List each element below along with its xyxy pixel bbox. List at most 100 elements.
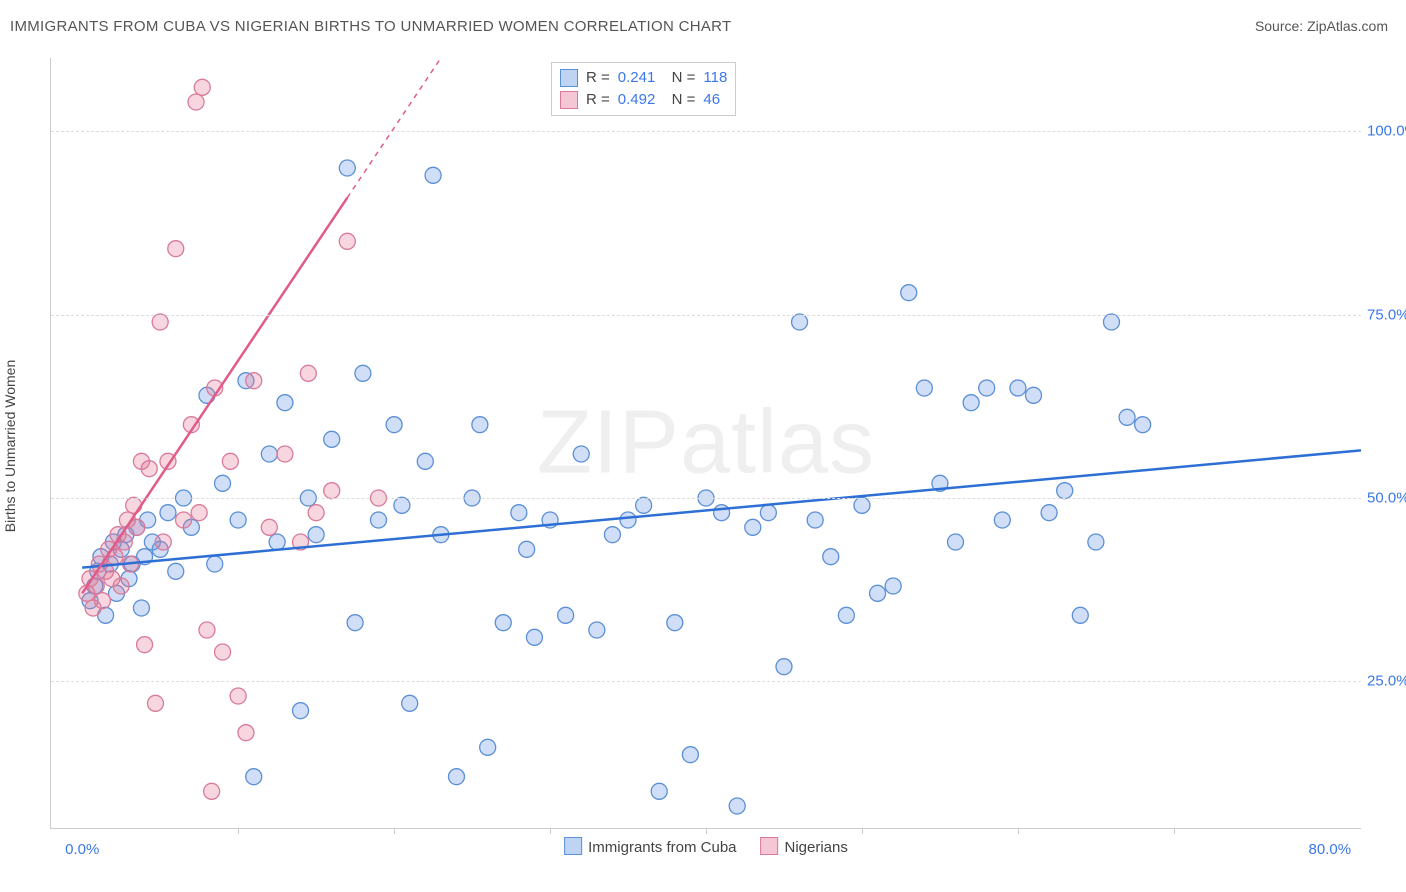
scatter-plot-svg [51, 58, 1361, 828]
legend-swatch-cuba [560, 69, 578, 87]
source-label: Source: [1255, 18, 1307, 34]
legend-r-label: R = [586, 89, 610, 111]
scatter-point [230, 688, 246, 704]
scatter-point [620, 512, 636, 528]
scatter-point [885, 578, 901, 594]
scatter-point [495, 615, 511, 631]
scatter-point [558, 607, 574, 623]
scatter-point [215, 475, 231, 491]
scatter-point [807, 512, 823, 528]
correlation-legend: R = 0.241 N = 118 R = 0.492 N = 46 [551, 62, 736, 116]
y-tick-label: 25.0% [1367, 673, 1406, 690]
chart-title: IMMIGRANTS FROM CUBA VS NIGERIAN BIRTHS … [10, 18, 731, 35]
scatter-point [838, 607, 854, 623]
scatter-point [94, 593, 110, 609]
y-tick-label: 75.0% [1367, 306, 1406, 323]
scatter-point [188, 94, 204, 110]
scatter-point [425, 167, 441, 183]
scatter-point [261, 519, 277, 535]
scatter-point [155, 534, 171, 550]
scatter-point [113, 578, 129, 594]
scatter-point [246, 373, 262, 389]
scatter-point [222, 453, 238, 469]
scatter-point [901, 285, 917, 301]
scatter-point [1010, 380, 1026, 396]
series-legend: Immigrants from Cuba Nigerians [564, 837, 848, 856]
scatter-point [472, 417, 488, 433]
x-minor-tick [862, 828, 863, 834]
scatter-point [1041, 505, 1057, 521]
scatter-point [1135, 417, 1151, 433]
scatter-point [651, 783, 667, 799]
legend-bottom-swatch-nigerians [761, 837, 779, 855]
scatter-point [194, 79, 210, 95]
scatter-point [870, 585, 886, 601]
scatter-point [760, 505, 776, 521]
legend-bottom-swatch-cuba [564, 837, 582, 855]
scatter-point [1119, 409, 1135, 425]
scatter-point [994, 512, 1010, 528]
scatter-point [776, 659, 792, 675]
scatter-point [948, 534, 964, 550]
source-attribution: Source: ZipAtlas.com [1255, 18, 1388, 34]
scatter-point [277, 446, 293, 462]
scatter-point [238, 725, 254, 741]
trend-line [82, 450, 1361, 567]
scatter-point [160, 505, 176, 521]
scatter-point [394, 497, 410, 513]
chart-plot-area: ZIPatlas R = 0.241 N = 118 R = 0.492 N =… [50, 58, 1361, 829]
legend-r-label: R = [586, 67, 610, 89]
scatter-point [573, 446, 589, 462]
scatter-point [589, 622, 605, 638]
scatter-point [823, 549, 839, 565]
legend-item-nigerians: Nigerians [761, 837, 848, 856]
scatter-point [386, 417, 402, 433]
scatter-point [792, 314, 808, 330]
scatter-point [324, 483, 340, 499]
legend-n-value-nigerians: 46 [703, 89, 720, 111]
scatter-point [137, 637, 153, 653]
x-tick-label: 0.0% [65, 841, 99, 858]
scatter-point [480, 739, 496, 755]
scatter-point [215, 644, 231, 660]
scatter-point [230, 512, 246, 528]
scatter-point [745, 519, 761, 535]
scatter-point [1072, 607, 1088, 623]
scatter-point [417, 453, 433, 469]
scatter-point [133, 600, 149, 616]
x-minor-tick [394, 828, 395, 834]
scatter-point [347, 615, 363, 631]
gridline-horizontal [51, 681, 1361, 682]
legend-swatch-nigerians [560, 91, 578, 109]
scatter-point [168, 563, 184, 579]
scatter-point [682, 747, 698, 763]
scatter-point [277, 395, 293, 411]
scatter-point [147, 695, 163, 711]
x-tick-label: 80.0% [1309, 841, 1352, 858]
scatter-point [246, 769, 262, 785]
scatter-point [916, 380, 932, 396]
scatter-point [126, 497, 142, 513]
scatter-point [1026, 387, 1042, 403]
scatter-point [207, 556, 223, 572]
scatter-point [168, 241, 184, 257]
gridline-horizontal [51, 131, 1361, 132]
scatter-point [300, 365, 316, 381]
scatter-point [667, 615, 683, 631]
scatter-point [204, 783, 220, 799]
scatter-point [293, 703, 309, 719]
y-tick-label: 100.0% [1367, 123, 1406, 140]
scatter-point [116, 534, 132, 550]
scatter-point [729, 798, 745, 814]
x-minor-tick [1174, 828, 1175, 834]
scatter-point [1057, 483, 1073, 499]
legend-r-value-nigerians: 0.492 [618, 89, 656, 111]
scatter-point [448, 769, 464, 785]
y-tick-label: 50.0% [1367, 490, 1406, 507]
legend-bottom-label-cuba: Immigrants from Cuba [588, 839, 736, 856]
scatter-point [979, 380, 995, 396]
scatter-point [324, 431, 340, 447]
x-minor-tick [1018, 828, 1019, 834]
scatter-point [1103, 314, 1119, 330]
gridline-horizontal [51, 315, 1361, 316]
